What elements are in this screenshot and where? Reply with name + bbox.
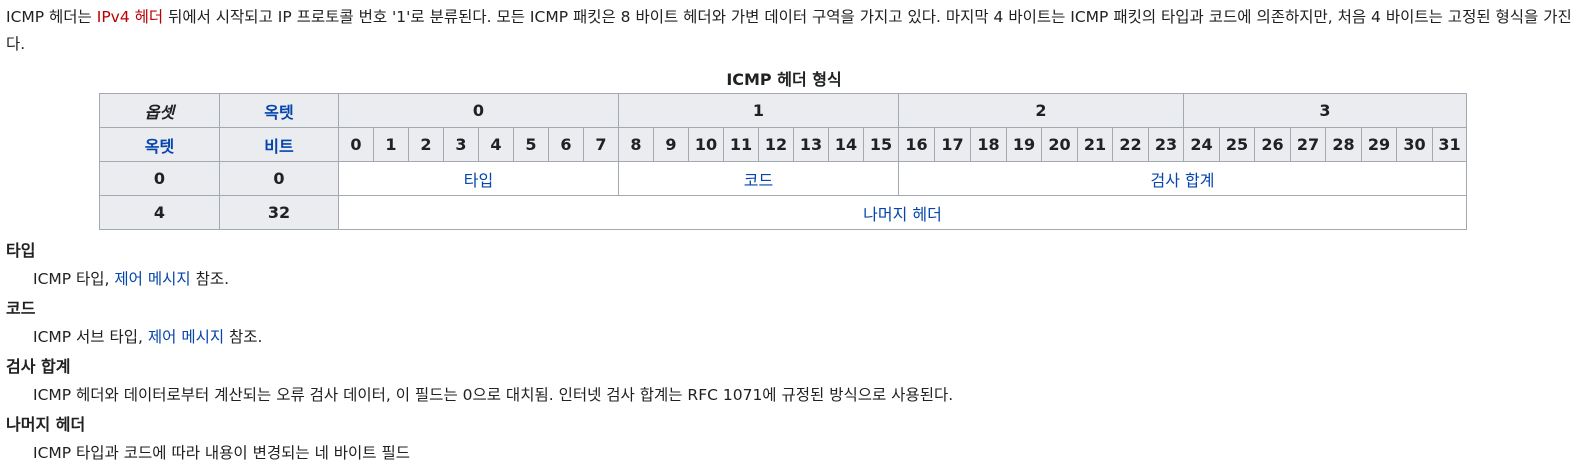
corner-octet-label: 옥텟	[219, 93, 339, 128]
bit-header-row: 옥텟 비트 0 1 2 3 4 5 6 7 8 9 10 11 12 13 14 15 16 17 18 19 20 21…	[99, 127, 1467, 162]
bit-number-cell: 1	[373, 127, 409, 162]
definition-list: 타입 ICMP 타입, 제어 메시지 참조. 코드 ICMP 서브 타입, 제어…	[6, 236, 1566, 468]
definition-text: ICMP 타입,	[33, 270, 115, 288]
definition-description: ICMP 타입, 제어 메시지 참조.	[6, 265, 1566, 294]
bit-number-cell: 8	[618, 127, 654, 162]
definition-term: 타입	[6, 241, 36, 260]
row-octet-label: 옥텟	[99, 127, 220, 162]
bit-number-cell: 11	[723, 127, 759, 162]
corner-offset-label: 옵셋	[99, 93, 220, 128]
bit-number-cell: 3	[443, 127, 479, 162]
definition-description: ICMP 타입과 코드에 따라 내용이 변경되는 네 바이트 필드	[6, 439, 1566, 468]
bit-number-cell: 2	[408, 127, 444, 162]
definition-description: ICMP 서브 타입, 제어 메시지 참조.	[6, 323, 1566, 352]
bit-number-cell: 4	[478, 127, 514, 162]
control-message-link[interactable]: 제어 메시지	[114, 270, 191, 288]
bit-number-cell: 29	[1361, 127, 1397, 162]
bit-number-cell: 17	[934, 127, 971, 162]
bit-number-cell: 9	[653, 127, 689, 162]
definition-text: ICMP 서브 타입,	[33, 328, 148, 346]
bit-number-cell: 21	[1077, 127, 1113, 162]
definition-text: ICMP 타입과 코드에 따라 내용이 변경되는 네 바이트 필드	[33, 444, 410, 462]
definition-term: 코드	[6, 299, 36, 318]
bit-number-cell: 25	[1219, 127, 1255, 162]
bit-number-cell: 10	[688, 127, 724, 162]
definition-term: 나머지 헤더	[6, 415, 86, 434]
bit-number-cell: 14	[828, 127, 864, 162]
bit-number-cell: 12	[758, 127, 794, 162]
bit-number-cell: 23	[1148, 127, 1184, 162]
bit-number-cell: 28	[1325, 127, 1362, 162]
bit-number-cell: 26	[1254, 127, 1291, 162]
bit-number-cell: 6	[548, 127, 584, 162]
checksum-field: 검사 합계	[898, 161, 1467, 196]
table-row: 4 32 나머지 헤더	[99, 195, 1467, 230]
definition-description: ICMP 헤더와 데이터로부터 계산되는 오류 검사 데이터, 이 필드는 0으…	[6, 381, 1566, 410]
octet-1-header: 1	[618, 93, 899, 128]
bit-number-cell: 0	[338, 127, 374, 162]
control-message-link[interactable]: 제어 메시지	[147, 328, 225, 346]
definition-text: 참조.	[224, 328, 263, 346]
bit-number-cell: 16	[898, 127, 935, 162]
bit-number-cell: 27	[1290, 127, 1326, 162]
bit-number-cell: 5	[513, 127, 549, 162]
definition-term: 검사 합계	[6, 357, 71, 376]
bit-number-cell: 18	[970, 127, 1007, 162]
row-bit-label: 비트	[219, 127, 339, 162]
table-row: 0 0 타입 코드 검사 합계	[99, 161, 1467, 196]
table-caption: ICMP 헤더 형식	[726, 70, 842, 89]
bit-number-cell: 24	[1183, 127, 1220, 162]
row-octet-value: 0	[99, 161, 220, 196]
definition-text: 참조.	[190, 270, 230, 288]
intro-paragraph: ICMP 헤더는 IPv4 헤더 뒤에서 시작되고 IP 프로토콜 번호 '1'…	[6, 4, 1578, 58]
bit-number-cell: 19	[1006, 127, 1042, 162]
row-bit-value: 0	[219, 161, 339, 196]
row-bit-value: 32	[219, 195, 339, 230]
octet-0-header: 0	[338, 93, 619, 128]
bit-number-cell: 31	[1432, 127, 1467, 162]
octet-2-header: 2	[898, 93, 1184, 128]
code-field: 코드	[618, 161, 899, 196]
intro-text-2: 뒤에서 시작되고 IP 프로토콜 번호 '1'로 분류된다. 모든 ICMP 패…	[6, 8, 1572, 53]
ipv4-header-link[interactable]: IPv4 헤더	[96, 8, 164, 26]
bit-number-cell: 20	[1041, 127, 1078, 162]
row-octet-value: 4	[99, 195, 220, 230]
definition-text: ICMP 헤더와 데이터로부터 계산되는 오류 검사 데이터, 이 필드는 0으…	[33, 386, 954, 404]
bit-number-cell: 13	[793, 127, 829, 162]
octet-3-header: 3	[1183, 93, 1467, 128]
octet-header-row: 옵셋 옥텟 0 1 2 3	[99, 93, 1467, 128]
rest-of-header-field: 나머지 헤더	[338, 195, 1467, 230]
icmp-header-table: 옵셋 옥텟 0 1 2 3 옥텟 비트 0 1 2 3 4 5 6 7 8 9 10 11 12 13 14…	[99, 93, 1467, 230]
bit-number-cell: 15	[863, 127, 899, 162]
bit-number-cell: 7	[583, 127, 619, 162]
bit-number-cell: 22	[1112, 127, 1149, 162]
type-field: 타입	[338, 161, 619, 196]
intro-text-1: ICMP 헤더는	[6, 8, 97, 26]
bit-number-cell: 30	[1396, 127, 1433, 162]
